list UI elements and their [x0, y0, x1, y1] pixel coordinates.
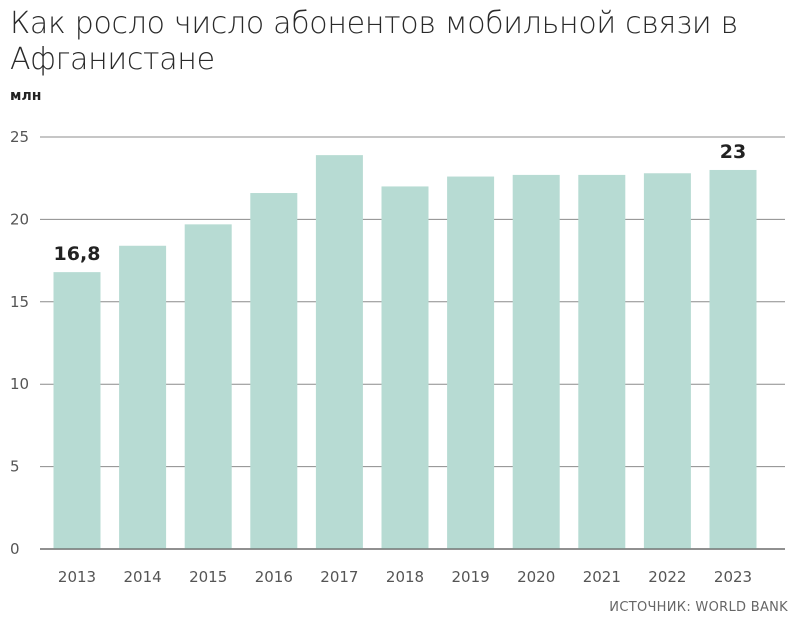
bar-2021	[578, 174, 626, 550]
x-tick-label: 2018	[386, 568, 424, 586]
chart-title: Как росло число абонентов мобильной связ…	[10, 6, 738, 77]
y-tick-label: 20	[10, 210, 29, 228]
y-tick-label: 0	[10, 540, 20, 558]
bar-2014	[119, 245, 167, 549]
x-tick-label: 2022	[648, 568, 686, 586]
bar-2023	[709, 169, 757, 549]
x-tick-label: 2019	[452, 568, 490, 586]
data-labels: 16,8 23	[54, 141, 747, 265]
y-tick-label: 5	[10, 458, 20, 476]
bar-2018	[381, 186, 429, 549]
unit-label: млн	[10, 88, 42, 104]
x-tick-label: 2023	[714, 568, 752, 586]
bar-2015	[184, 224, 232, 549]
y-tick-label: 10	[10, 375, 29, 393]
data-label: 23	[720, 141, 746, 163]
x-tick-label: 2017	[320, 568, 358, 586]
x-tick-label: 2015	[189, 568, 227, 586]
x-tick-label: 2016	[255, 568, 293, 586]
bar-2022	[643, 173, 691, 550]
data-label: 16,8	[54, 243, 101, 265]
bar-2019	[447, 176, 495, 549]
y-tick-label: 15	[10, 293, 29, 311]
bar-2016	[250, 193, 298, 550]
source-note: ИСТОЧНИК: WORLD BANK	[609, 600, 788, 615]
y-axis-ticks: 0 5 10 15 20 25	[10, 128, 29, 558]
x-tick-label: 2013	[58, 568, 96, 586]
bars	[40, 155, 785, 550]
x-axis-ticks: 2013 2014 2015 2016 2017 2018 2019 2020 2021 2022…	[58, 568, 752, 586]
x-tick-label: 2021	[583, 568, 621, 586]
bar-2017	[315, 155, 363, 550]
x-tick-label: 2014	[124, 568, 162, 586]
y-tick-label: 25	[10, 128, 29, 146]
bar-2013	[53, 272, 101, 549]
bar-2020	[512, 174, 560, 550]
x-tick-label: 2020	[517, 568, 555, 586]
